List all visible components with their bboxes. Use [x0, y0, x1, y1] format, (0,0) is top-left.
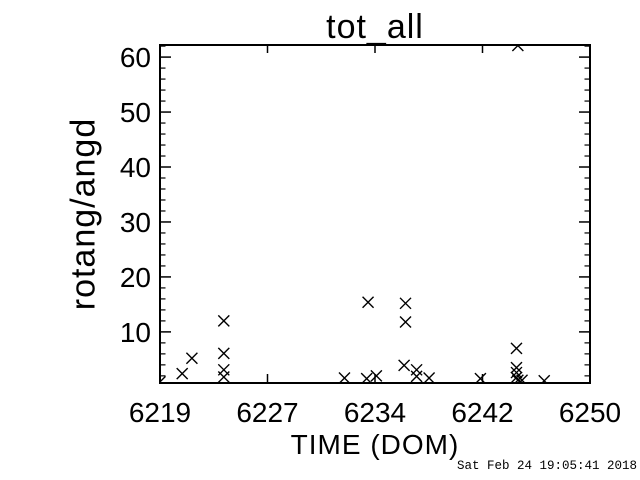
data-point-marker [370, 369, 383, 382]
data-point-marker [510, 342, 523, 355]
data-point-marker [217, 347, 230, 360]
y-tick-label: 10 [120, 317, 151, 348]
data-point-marker [410, 363, 423, 376]
data-point-marker [510, 366, 523, 379]
plot-title: tot_all [326, 8, 424, 46]
data-point-marker [176, 367, 189, 380]
y-tick-label: 20 [120, 262, 151, 293]
data-points-layer [159, 44, 551, 384]
y-tick-label: 60 [120, 42, 151, 73]
data-point-marker [510, 361, 523, 374]
x-axis-label: TIME (DOM) [290, 429, 460, 460]
data-point-marker [217, 370, 230, 383]
timestamp: Sat Feb 24 19:05:41 2018 [456, 459, 637, 473]
data-point-marker [538, 374, 551, 384]
x-tick-label: 6250 [559, 397, 621, 428]
x-tick-label: 6227 [236, 397, 298, 428]
y-tick-label: 40 [120, 152, 151, 183]
x-tick-label: 6234 [344, 397, 406, 428]
data-point-marker [362, 296, 375, 309]
data-point-marker [217, 314, 230, 327]
data-point-marker [423, 372, 436, 384]
x-tick-label: 6219 [129, 397, 191, 428]
y-tick-label: 30 [120, 207, 151, 238]
data-point-marker [398, 359, 411, 372]
y-axis-label: rotang/angd [64, 117, 103, 311]
data-point-marker [399, 297, 412, 310]
data-point-marker [399, 316, 412, 328]
data-point-marker [410, 370, 423, 383]
y-tick-label: 50 [120, 97, 151, 128]
data-point-marker [338, 372, 351, 384]
plot-frame [159, 44, 591, 384]
data-point-marker [185, 352, 198, 365]
x-tick-label: 6242 [451, 397, 513, 428]
